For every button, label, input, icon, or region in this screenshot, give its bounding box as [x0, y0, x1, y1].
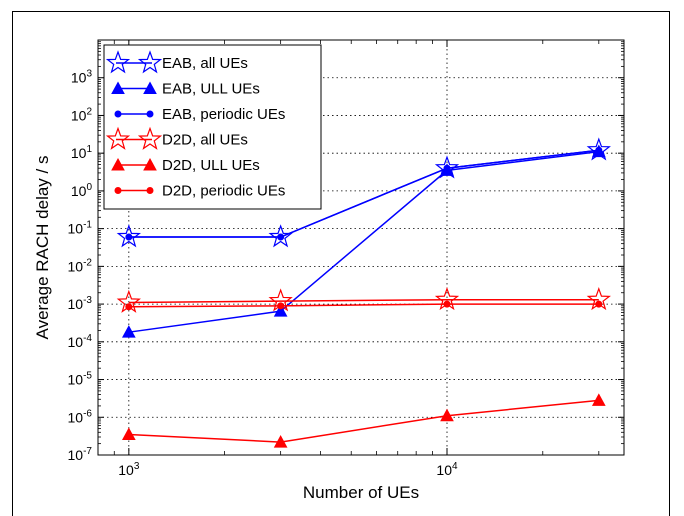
legend-label: EAB, all UEs — [162, 55, 248, 72]
y-tick-label: 10-2 — [68, 257, 93, 274]
y-tick-label: 10-4 — [68, 333, 93, 350]
series-layer — [116, 137, 611, 448]
y-tick-label: 102 — [71, 106, 93, 123]
star-marker — [116, 289, 141, 313]
plot-area-border — [97, 39, 625, 456]
triangle-marker — [440, 408, 454, 422]
star-marker — [434, 287, 460, 311]
y-tick-label: 101 — [71, 144, 93, 161]
star-marker — [586, 287, 611, 311]
star-marker — [105, 126, 131, 150]
triangle-marker — [273, 435, 288, 448]
legend-entry: EAB, all UEs — [105, 50, 248, 74]
y-tick-label: 10-6 — [68, 408, 93, 425]
legend-label: D2D, ULL UEs — [162, 157, 260, 174]
legend-label: D2D, periodic UEs — [162, 183, 285, 200]
x-tick-label: 104 — [436, 461, 458, 478]
legend-entry: D2D, all UEs — [105, 126, 248, 150]
legend-entry: EAB, periodic UEs — [114, 106, 285, 123]
series-line — [128, 299, 599, 304]
legend: EAB, all UEs EAB, ULL UEs EAB, periodic UE… — [103, 44, 322, 210]
y-tick-label: 103 — [71, 69, 93, 86]
triangle-marker — [121, 325, 136, 338]
legend-entry: EAB, ULL UEs — [111, 81, 260, 98]
legend-entry: D2D, periodic UEs — [114, 183, 285, 200]
x-axis-label: Number of UEs — [303, 483, 419, 502]
triangle-marker — [591, 393, 606, 406]
axis-ticks: 10-7 10-6 10-5 10-4 10-3 10-2 10-1 100 101 102 103… — [68, 40, 624, 478]
star-marker — [268, 224, 293, 248]
y-tick-label: 100 — [71, 182, 93, 199]
y-axis-label: Average RACH delay / s — [33, 156, 52, 340]
star-marker — [434, 155, 460, 179]
star-marker — [268, 288, 293, 312]
legend-label: EAB, ULL UEs — [162, 81, 260, 98]
y-tick-label: 10-5 — [68, 371, 93, 388]
star-marker — [586, 137, 611, 161]
star-marker — [116, 224, 141, 248]
triangle-marker — [143, 81, 157, 94]
dot-marker — [146, 110, 154, 118]
triangle-marker — [273, 304, 288, 317]
series-line — [128, 150, 599, 333]
star-marker — [105, 50, 131, 74]
triangle-marker — [143, 157, 157, 171]
legend-entry: D2D, ULL UEs — [111, 157, 260, 174]
legend-label: EAB, periodic UEs — [162, 106, 285, 123]
y-tick-label: 10-7 — [68, 446, 93, 463]
dot-marker — [114, 187, 122, 194]
star-marker — [137, 126, 163, 150]
grid-lines — [98, 40, 624, 456]
dot-marker — [146, 187, 154, 194]
triangle-marker — [111, 157, 125, 171]
y-tick-label: 10-1 — [68, 220, 93, 237]
dot-marker — [114, 110, 122, 118]
figure-frame — [12, 11, 670, 516]
star-marker — [137, 50, 163, 74]
series-line — [128, 149, 599, 238]
series-group — [116, 287, 611, 313]
y-tick-label: 10-3 — [68, 295, 93, 312]
legend-label: D2D, all UEs — [162, 132, 248, 149]
legend-box — [103, 44, 322, 210]
triangle-marker — [111, 81, 125, 94]
series-line — [128, 399, 599, 443]
series-group — [121, 144, 606, 338]
series-line — [128, 303, 599, 308]
x-tick-label: 103 — [118, 461, 140, 478]
series-group — [116, 137, 611, 248]
triangle-marker — [121, 427, 136, 440]
series-group — [121, 393, 606, 448]
